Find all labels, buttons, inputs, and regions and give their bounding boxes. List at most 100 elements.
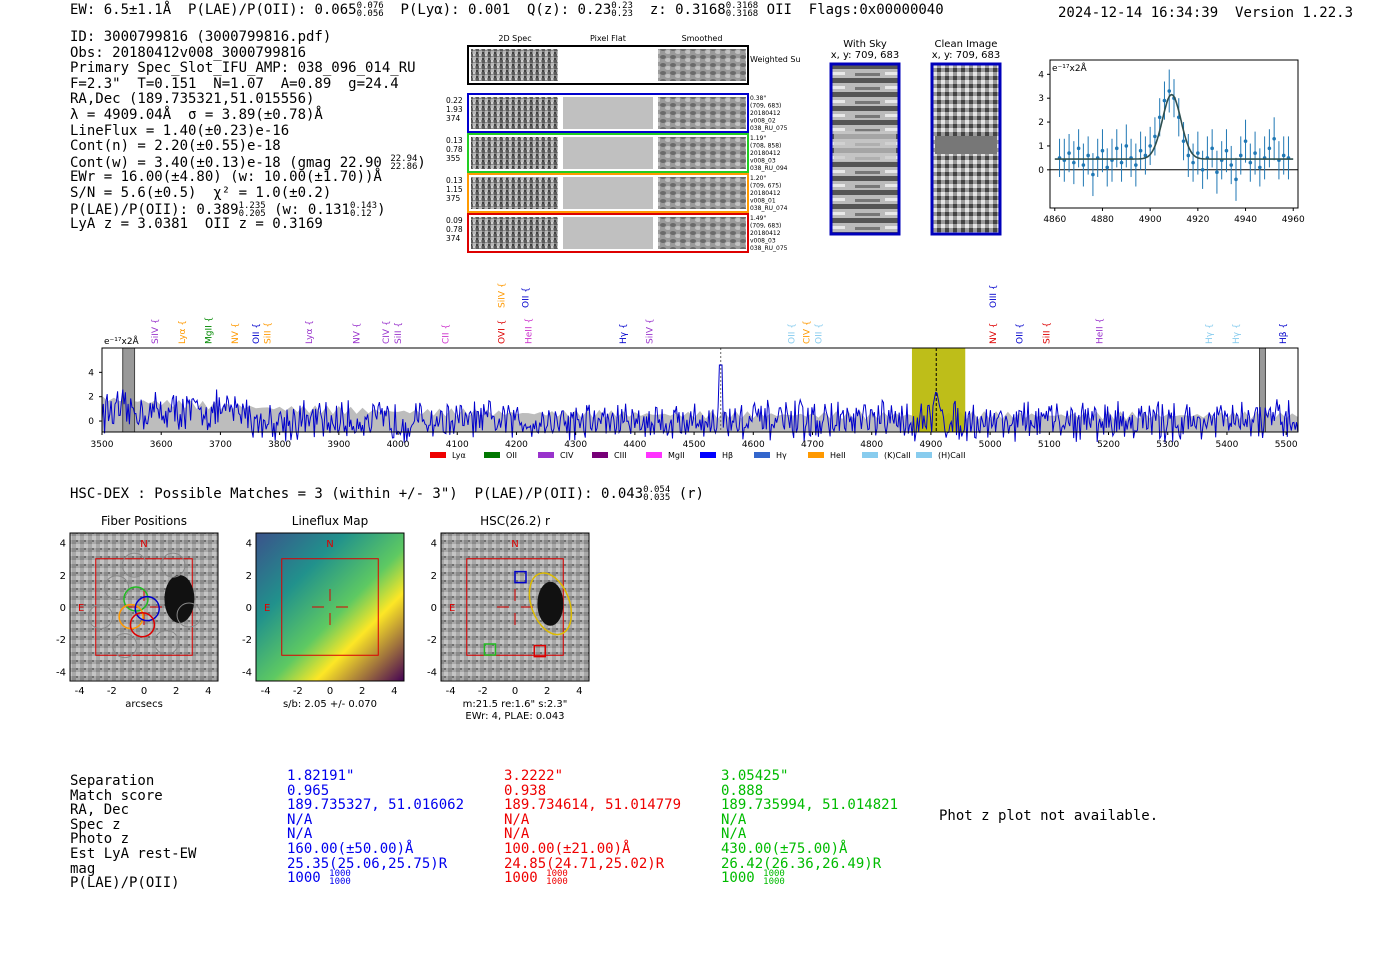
compass-east: E xyxy=(78,603,84,614)
cutout-left-label: 0.22 xyxy=(446,96,463,105)
candidate-value: 189.734614, 51.014779 xyxy=(504,797,682,814)
data-point xyxy=(1200,168,1205,172)
legend-swatch xyxy=(430,452,446,458)
with-sky-xy: x, y: 709, 683 xyxy=(831,50,900,61)
x-tick-label: 4200 xyxy=(505,440,528,450)
emission-line-label: SiII { xyxy=(264,322,274,344)
info-lya-z: LyA z = 3.0381 OII z = 0.3169 xyxy=(70,216,323,233)
hsc-x-tick: 2 xyxy=(544,686,550,697)
data-point xyxy=(1253,151,1257,155)
x-tick-label: 4600 xyxy=(742,440,765,450)
header-plae: P(LAE)/P(OII): 0.065 xyxy=(188,2,357,18)
hsc-x-tick: -4 xyxy=(261,686,271,697)
data-point xyxy=(1238,153,1243,158)
info-sn: S/N = 5.6(±0.5) χ² = 1.0(±0.2) xyxy=(70,184,332,201)
hsc-x-tick: 0 xyxy=(512,686,518,697)
cutout-left-label: 355 xyxy=(446,154,461,163)
y-tick-label: 2 xyxy=(1038,118,1044,128)
candidate-value: 0.888 xyxy=(721,782,764,799)
legend-swatch xyxy=(592,452,608,458)
gaussian-fit-line xyxy=(1054,93,1294,160)
data-point xyxy=(1210,146,1214,151)
candidate-value: 1000 1000 1000 xyxy=(287,869,351,888)
hsc-panel-xlabel: m:21.5 re:1.6" s:2.3" xyxy=(463,699,568,710)
candidate-column-red: 3.2222" 0.938 189.734614, 51.014779 N/A N/A 1… xyxy=(504,768,682,887)
legend-label: Hβ xyxy=(722,451,733,460)
x-tick-label: 4800 xyxy=(860,440,883,450)
line-fit-plot: e⁻¹⁷x2Å 0 1 2 3 4 4860 4880 4900 4920 4940 4960 xyxy=(1038,59,1305,225)
x-tick-label: 4900 xyxy=(919,440,942,450)
legend-swatch xyxy=(646,452,662,458)
compass-east: E xyxy=(264,603,270,614)
x-tick-label: 4860 xyxy=(1043,215,1066,225)
emission-line-label: OVI { xyxy=(498,320,508,344)
cutout-right-label: 1.49" xyxy=(750,215,766,222)
cutout-left-label: 374 xyxy=(446,114,461,123)
hsc-x-tick: 4 xyxy=(391,686,397,697)
cutout-left-label: 375 xyxy=(446,194,461,203)
version: Version 1.22.3 xyxy=(1235,5,1354,21)
emission-line-label: Hβ { xyxy=(1279,323,1289,344)
emission-line-label: OII { xyxy=(252,323,262,344)
x-tick-label: 3700 xyxy=(209,440,232,450)
hsc-y-tick: 0 xyxy=(60,603,66,614)
cutout-pixel-flat xyxy=(563,217,653,249)
spectrum-error-envelope xyxy=(102,395,1298,432)
cutout-smoothed xyxy=(658,217,746,249)
cutout-right-label: 20180412 xyxy=(750,150,781,157)
fiber-circle xyxy=(88,604,114,630)
header-summary: EW: 6.5±1.1Å P(LAE)/P(OII): 0.065 0.076 0.… xyxy=(70,1,944,19)
cutout-right-label: 20180412 xyxy=(750,190,781,197)
x-tick-label: 5300 xyxy=(1156,440,1179,450)
candidate-value: 0.965 xyxy=(287,782,330,799)
data-point xyxy=(1224,148,1229,153)
info-plae: P(LAE)/P(OII): 0.389 1.235 0.205 (w: 0.131… xyxy=(70,200,386,219)
x-tick-label: 5100 xyxy=(1038,440,1061,450)
y-tick-label: 3 xyxy=(1038,94,1044,104)
candidate-value: 1000 1000 1000 xyxy=(721,869,785,888)
detection-info: ID: 3000799816 (3000799816.pdf) Obs: 201… xyxy=(70,29,426,233)
emission-line-label: Hγ { xyxy=(1205,323,1215,344)
hsc-y-tick: 2 xyxy=(246,571,252,582)
candidate-value: 0.938 xyxy=(504,782,547,799)
cutout-pixel-flat xyxy=(563,177,653,209)
legend-swatch xyxy=(916,452,932,458)
hsc-y-tick: 0 xyxy=(246,603,252,614)
hsc-x-tick: 4 xyxy=(205,686,211,697)
data-point xyxy=(1229,163,1234,167)
info-ewr: EWr = 16.00(±4.80) (w: 10.00(±1.70))Å xyxy=(70,169,382,186)
emission-line-label: SiIV { xyxy=(151,318,161,344)
y-tick-label: 1 xyxy=(1038,142,1044,152)
hsc-panel-xlabel: arcsecs xyxy=(125,699,163,710)
data-point xyxy=(1234,177,1238,182)
header-plae-range: 0.076 0.056 xyxy=(356,1,384,19)
candidate-box-red xyxy=(533,644,547,658)
header-flags: Flags:0x00000040 xyxy=(808,2,944,18)
cutout-right-label: v008_03 xyxy=(750,158,776,165)
data-point xyxy=(1258,165,1262,170)
hsc-x-tick: -2 xyxy=(293,686,303,697)
aperture-box xyxy=(281,558,379,656)
data-point xyxy=(1100,148,1105,153)
hsc-y-tick: 4 xyxy=(431,539,437,550)
cutout-right-label: (709, 683) xyxy=(750,103,781,110)
legend-label: OII xyxy=(506,451,517,460)
cutout-left-label: 0.78 xyxy=(446,145,463,154)
header-z-line: OII xyxy=(766,2,792,18)
data-point xyxy=(1162,98,1167,103)
candidate-plae-range: 1000 1000 xyxy=(763,869,785,888)
emission-line-label: OIII { xyxy=(989,284,999,308)
emission-line-label: NV { xyxy=(231,323,241,344)
header-plya: P(Lyα): 0.001 xyxy=(400,2,511,18)
legend-label: HeII xyxy=(830,451,846,460)
data-point xyxy=(1248,160,1253,165)
clean-image-band xyxy=(935,136,997,154)
hsc-y-tick: -2 xyxy=(56,635,66,646)
header-z: z: 0.3168 xyxy=(649,2,726,18)
x-tick-label: 5200 xyxy=(1097,440,1120,450)
sky-panels: With Sky x, y: 709, 683 Clean Image x, y… xyxy=(829,39,1002,236)
data-point xyxy=(1215,170,1219,174)
x-tick-label: 5000 xyxy=(979,440,1002,450)
emission-line-label: Lyα { xyxy=(305,320,315,344)
